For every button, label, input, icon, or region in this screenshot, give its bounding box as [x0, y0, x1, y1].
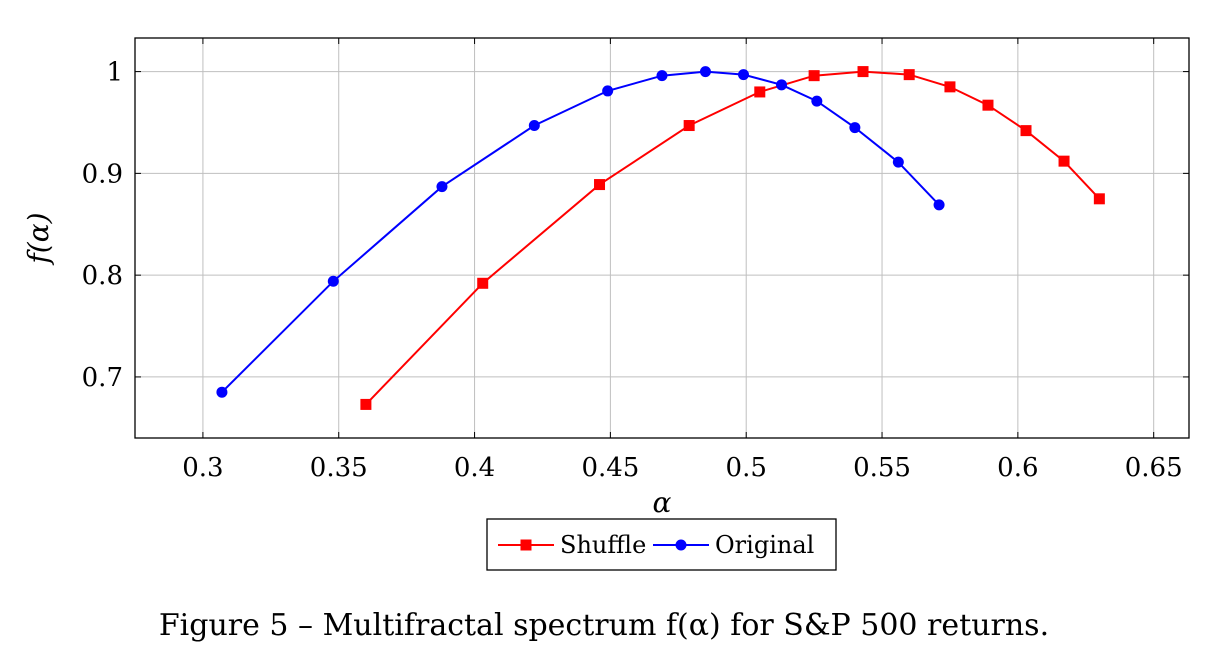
legend-shuffle-label: Shuffle — [560, 531, 646, 559]
original-data-point — [436, 181, 448, 193]
shuffle-data-point — [683, 120, 695, 132]
x-tick-label: 0.6 — [997, 453, 1038, 483]
x-axis-title: α — [653, 486, 672, 519]
original-data-point — [737, 69, 749, 81]
shuffle-data-point — [982, 99, 994, 111]
shuffle-data-point — [1058, 155, 1070, 167]
original-data-point — [528, 120, 540, 132]
y-tick-label: 0.8 — [82, 261, 123, 291]
original-data-point — [327, 275, 339, 287]
shuffle-data-point — [360, 398, 372, 410]
x-tick-label: 0.3 — [182, 453, 223, 483]
y-tick-label: 1 — [106, 58, 123, 88]
original-series-line — [221, 70, 940, 393]
shuffle-data-point — [857, 66, 869, 78]
shuffle-data-point — [594, 179, 606, 191]
series-layer — [216, 66, 1105, 410]
shuffle-data-point — [903, 69, 915, 81]
original-data-point — [699, 66, 711, 78]
legend-original-marker — [675, 539, 687, 551]
plot-area-frame — [134, 37, 1190, 439]
shuffle-data-point — [477, 277, 489, 289]
x-tick-label: 0.45 — [581, 453, 639, 483]
shuffle-data-point — [808, 70, 820, 82]
shuffle-data-point — [1093, 193, 1105, 205]
shuffle-series-line — [365, 70, 1101, 406]
legend-original-label: Original — [715, 531, 814, 559]
legend-shuffle-marker — [520, 539, 532, 551]
legend: Shuffle Original — [486, 518, 837, 571]
shuffle-data-point — [754, 86, 766, 98]
shuffle-data-point — [944, 81, 956, 93]
original-data-point — [933, 199, 945, 211]
original-data-point — [849, 122, 861, 134]
y-axis-title: f(α) — [22, 212, 55, 265]
grid-lines — [135, 38, 1189, 438]
tick-labels: 0.3 0.35 0.4 0.45 0.5 0.55 0.6 0.65 0.7 0.8 0.9 1 — [82, 58, 1183, 483]
y-tick-label: 0.9 — [82, 159, 123, 189]
y-tick-label: 0.7 — [82, 363, 123, 393]
original-data-point — [892, 156, 904, 168]
x-tick-label: 0.4 — [454, 453, 495, 483]
figure-caption: Figure 5 – Multifractal spectrum f(α) fo… — [159, 608, 1049, 643]
shuffle-data-point — [1020, 125, 1032, 137]
original-data-point — [776, 79, 788, 91]
original-data-point — [602, 85, 614, 97]
x-tick-label: 0.5 — [726, 453, 767, 483]
original-data-point — [811, 95, 823, 107]
x-tick-label: 0.65 — [1125, 453, 1183, 483]
original-data-point — [216, 386, 228, 398]
x-tick-label: 0.55 — [853, 453, 911, 483]
x-tick-label: 0.35 — [310, 453, 368, 483]
original-data-point — [656, 70, 668, 82]
